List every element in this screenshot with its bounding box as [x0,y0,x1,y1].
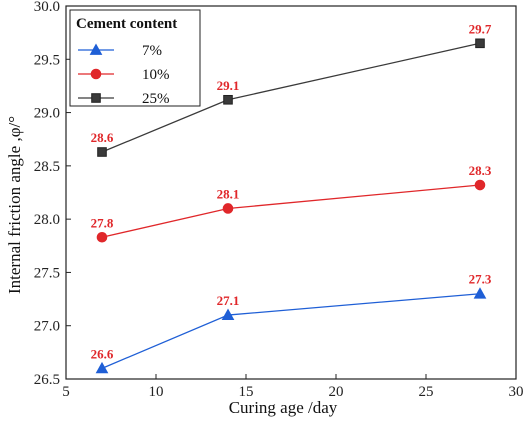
x-axis-title: Curing age /day [229,398,338,417]
data-point [97,147,107,157]
data-point [475,38,485,49]
series-line [101,293,481,369]
y-tick-label: 30.0 [34,0,60,15]
y-tick-label: 27.0 [34,319,60,335]
y-tick-label: 26.5 [34,372,60,388]
data-label: 29.7 [469,21,492,36]
plot-frame [65,5,517,380]
data-point [96,231,108,243]
y-tick-label: 27.5 [34,265,60,281]
y-axis-title: Internal friction angle ,φ/° [5,116,24,294]
data-label: 28.1 [217,186,240,201]
data-label: 28.6 [91,130,114,145]
data-point [474,179,486,191]
y-tick-label: 28.0 [34,212,60,228]
legend-marker [91,93,101,103]
x-tick-label: 15 [239,384,254,400]
x-tick-label: 20 [329,384,344,400]
x-tick-label: 30 [509,384,524,400]
y-tick-label: 29.0 [34,106,60,122]
data-point [95,361,109,374]
x-tick-label: 5 [62,384,70,400]
y-tick-label: 28.5 [34,159,60,175]
legend-label: 7% [142,43,162,59]
data-label: 29.1 [217,78,240,93]
legend-box [69,9,201,107]
data-label: 27.8 [91,215,114,230]
legend-title: Cement content [76,16,177,32]
plot-area: 5 10 15 20 25 30 26.5 27.0 27.5 28.0 28.5 29.0 29.5 3… [34,0,524,400]
x-tick-label: 10 [149,384,164,400]
legend-label: 10% [142,67,170,83]
data-label: 27.1 [217,293,240,308]
x-tick-label: 25 [419,384,434,400]
data-label: 27.3 [469,272,492,287]
data-point [223,94,233,105]
data-point [473,287,487,299]
legend-marker [89,43,103,55]
data-point [221,308,235,320]
y-tick-label: 29.5 [34,52,60,68]
data-label: 26.6 [91,346,114,361]
legend-label: 25% [142,91,170,107]
data-label: 28.3 [469,163,492,178]
data-point [222,203,234,214]
legend-marker [90,68,102,80]
series-line [101,184,481,238]
